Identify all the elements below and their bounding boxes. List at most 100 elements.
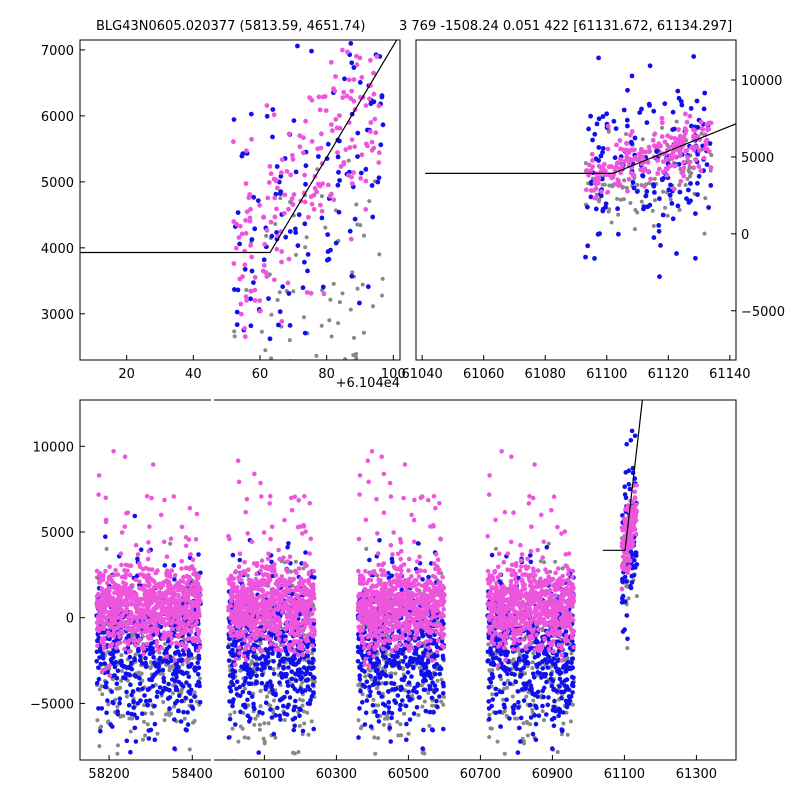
season-tertiary-point xyxy=(143,733,148,738)
season-tertiary-point xyxy=(273,735,278,740)
season-primary-point xyxy=(276,584,281,589)
season-secondary-point xyxy=(390,653,395,659)
zoom-left-primary-point xyxy=(242,334,248,340)
zoom-left-tertiary-point xyxy=(331,281,336,286)
zoom-right-xtick-label: 61100 xyxy=(586,367,627,382)
zoom-right-primary-point xyxy=(630,173,636,179)
season-secondary-point xyxy=(226,735,232,740)
season-secondary-point xyxy=(183,695,188,701)
zoom-right-secondary-point xyxy=(686,187,691,193)
season-tertiary-point xyxy=(381,722,386,727)
season-primary-point xyxy=(251,631,257,636)
season-secondary-point xyxy=(178,658,184,663)
zoom-left-secondary-point xyxy=(283,234,289,240)
season-secondary-point xyxy=(229,679,234,685)
season-secondary-point xyxy=(196,653,202,659)
zoom-left-primary-point xyxy=(349,181,355,187)
season-primary-point xyxy=(417,591,423,596)
season-primary-point xyxy=(254,619,259,625)
season-secondary-point xyxy=(195,660,200,666)
zoom-right-secondary-point xyxy=(629,73,635,79)
season-primary-point xyxy=(300,531,305,536)
zoom-right-secondary-point xyxy=(598,153,604,159)
zoom-right-primary-point xyxy=(681,134,687,140)
season-secondary-point xyxy=(422,665,427,671)
season-tertiary-point xyxy=(300,703,305,708)
season-primary-point xyxy=(279,576,284,582)
season-secondary-point xyxy=(137,681,143,686)
zoom-right-primary-point xyxy=(630,157,635,163)
zoom-right-secondary-point xyxy=(670,109,676,115)
season-secondary-point xyxy=(441,683,446,689)
zoom-left-tertiary-point xyxy=(264,233,269,238)
season-primary-point xyxy=(369,449,375,454)
season-primary-point xyxy=(305,633,310,638)
season-primary-point xyxy=(142,591,147,597)
season-primary-point xyxy=(255,595,261,601)
zoom-left-secondary-point xyxy=(295,43,300,49)
season-primary-point xyxy=(150,626,155,631)
season-secondary-point xyxy=(97,655,102,660)
season-primary-point xyxy=(267,614,273,619)
zoom-right-secondary-point xyxy=(644,120,650,125)
zoom-right-primary-point xyxy=(677,147,683,153)
season-primary-point xyxy=(113,567,118,573)
season-tertiary-point xyxy=(399,733,404,738)
season-secondary-point xyxy=(127,654,133,660)
zoom-left-primary-point xyxy=(237,223,243,229)
season-tertiary-point xyxy=(191,720,196,725)
zoom-left-primary-point xyxy=(332,88,338,94)
season-primary-point xyxy=(291,576,297,582)
season-tertiary-point xyxy=(242,686,247,691)
season-tertiary-point xyxy=(296,750,301,754)
season-secondary-point xyxy=(420,746,426,751)
zoom-left-secondary-point xyxy=(270,107,276,112)
zoom-left-primary-point xyxy=(239,231,245,237)
season-secondary-point xyxy=(292,656,298,661)
season-primary-point xyxy=(263,582,268,587)
zoom-left-secondary-point xyxy=(235,210,241,216)
season-secondary-point xyxy=(258,637,263,642)
season-primary-point xyxy=(304,610,310,616)
season-secondary-point xyxy=(172,678,178,684)
season-primary-point xyxy=(161,630,167,635)
zoom-right-primary-point xyxy=(645,169,651,174)
zoom-left-primary-point xyxy=(306,214,311,220)
season-tertiary-point xyxy=(179,687,184,692)
season-primary-point xyxy=(262,619,267,625)
season-primary-point xyxy=(437,622,443,628)
zoom-right-primary-point xyxy=(659,120,665,126)
zoom-left-primary-point xyxy=(317,183,323,189)
season-primary-point xyxy=(229,595,234,601)
season-tertiary-point xyxy=(115,704,120,709)
season-secondary-point xyxy=(196,552,201,557)
zoom-left-tertiary-point xyxy=(358,223,363,228)
season-primary-point xyxy=(144,606,150,612)
zoom-right-xtick-label: 61040 xyxy=(401,367,442,382)
season-primary-point xyxy=(294,587,299,593)
zoom-right-secondary-point xyxy=(694,98,700,104)
season-tertiary-point xyxy=(168,541,173,546)
season-primary-point xyxy=(277,556,282,562)
zoom-left-secondary-point xyxy=(264,113,270,119)
season-primary-point xyxy=(259,564,265,569)
zoom-right-secondary-point xyxy=(585,204,590,210)
zoom-left-primary-point xyxy=(274,246,280,252)
zoom-left-tertiary-point xyxy=(350,270,355,275)
zoom-right-primary-point xyxy=(616,182,622,187)
season-primary-point xyxy=(299,628,305,634)
season-secondary-point xyxy=(233,722,238,727)
zoom-left-primary-point xyxy=(309,97,315,103)
season-secondary-point xyxy=(96,676,102,682)
season-secondary-point xyxy=(310,660,315,666)
season-secondary-point xyxy=(138,698,143,703)
zoom-right-primary-point xyxy=(679,170,685,176)
season-secondary-point xyxy=(147,698,153,703)
zoom-right-primary-point xyxy=(637,151,642,157)
zoom-left-primary-point xyxy=(260,268,266,274)
season-primary-point xyxy=(297,632,303,638)
zoom-left-primary-point xyxy=(374,54,380,59)
zoom-right-secondary-point xyxy=(641,204,647,210)
season-primary-point xyxy=(273,573,279,578)
season-primary-point xyxy=(106,633,111,639)
